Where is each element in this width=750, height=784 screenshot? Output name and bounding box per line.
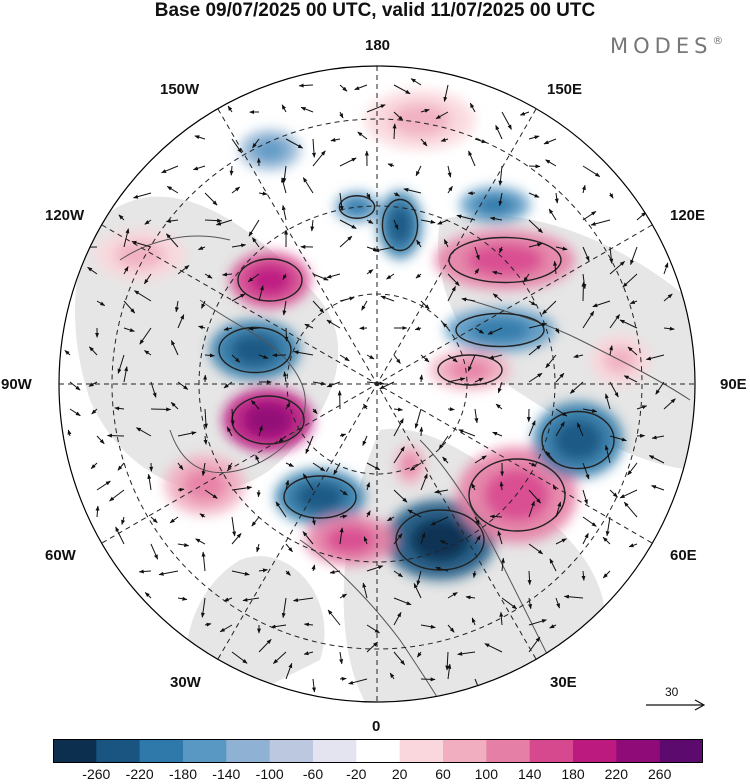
lon-label-90e: 90E (720, 376, 747, 393)
colorbar-tick-labels: -260 -220 -180 -140 -100 -60 -20 20 60 100 140 180 2… (0, 766, 750, 784)
anomaly-core (476, 195, 515, 215)
colorbar-swatch (616, 739, 660, 763)
colorbar-swatch (400, 739, 444, 763)
colorbar-tick-label: -140 (212, 766, 240, 782)
colorbar-tick-label: -220 (126, 766, 154, 782)
colorbar-swatch (660, 739, 703, 763)
wind-vector (529, 166, 540, 167)
colorbar-tick-label: -100 (256, 766, 284, 782)
wind-vector (107, 436, 124, 437)
colorbar-swatch (226, 739, 270, 763)
wind-vector (340, 679, 346, 680)
colorbar-swatch (356, 739, 400, 763)
wind-vector (151, 409, 171, 410)
lon-label-120e: 120E (670, 207, 705, 224)
colorbar-tick-label: 20 (392, 766, 408, 782)
wind-vector (583, 282, 584, 301)
lon-label-150w: 150W (160, 81, 199, 98)
anomaly-core (183, 469, 227, 502)
anomaly-core (484, 469, 550, 522)
colorbar-swatch (53, 739, 97, 763)
wind-scale-arrow (645, 697, 707, 713)
colorbar-swatch (140, 739, 184, 763)
colorbar-tick-label: -260 (82, 766, 110, 782)
anomaly-core (254, 139, 287, 161)
anomaly-core (345, 199, 369, 216)
lon-label-60w: 60W (45, 547, 76, 564)
colorbar-swatch (270, 739, 314, 763)
wind-vector (286, 328, 287, 341)
lon-label-120w: 120W (45, 207, 84, 224)
lon-label-150e: 150E (547, 81, 582, 98)
colorbar-tick-label: 260 (648, 766, 671, 782)
colorbar-swatch (486, 739, 530, 763)
colorbar-tick-label: -180 (169, 766, 197, 782)
lon-label-0: 0 (372, 718, 380, 735)
lon-label-60e: 60E (670, 547, 697, 564)
colorbar-tick-label: 140 (518, 766, 541, 782)
colorbar-swatch (313, 739, 357, 763)
lon-label-90w: 90W (1, 376, 32, 393)
lon-label-180: 180 (365, 37, 390, 54)
anomaly-core (448, 359, 492, 381)
colorbar-swatch (443, 739, 487, 763)
anomaly-core (248, 265, 292, 296)
anomaly-core (325, 526, 375, 554)
colorbar-tick-label: 60 (435, 766, 451, 782)
anomaly-core (388, 206, 412, 243)
colorbar (53, 739, 703, 765)
wind-vector (258, 490, 259, 497)
wind-vector (421, 679, 435, 680)
wind-vector (448, 409, 454, 410)
colorbar-swatch (530, 739, 574, 763)
colorbar-tick-label: -60 (303, 766, 323, 782)
anomaly-core (410, 518, 471, 562)
wind-vector (421, 375, 422, 382)
colorbar-swatch (96, 739, 140, 763)
colorbar-tick-label: -20 (346, 766, 366, 782)
colorbar-tick-label: 180 (561, 766, 584, 782)
anomaly-core (243, 402, 293, 437)
colorbar-swatch (573, 739, 617, 763)
lon-label-30e: 30E (550, 674, 577, 691)
colorbar-tick-label: 100 (475, 766, 498, 782)
polar-map (0, 0, 750, 735)
anomaly-core (230, 334, 280, 367)
lon-label-30w: 30W (170, 674, 201, 691)
colorbar-swatch (183, 739, 227, 763)
wind-vector (421, 427, 422, 436)
wind-vector (490, 516, 502, 517)
colorbar-tick-label: 220 (605, 766, 628, 782)
map-disk (0, 0, 750, 735)
anomaly-core (295, 482, 345, 513)
